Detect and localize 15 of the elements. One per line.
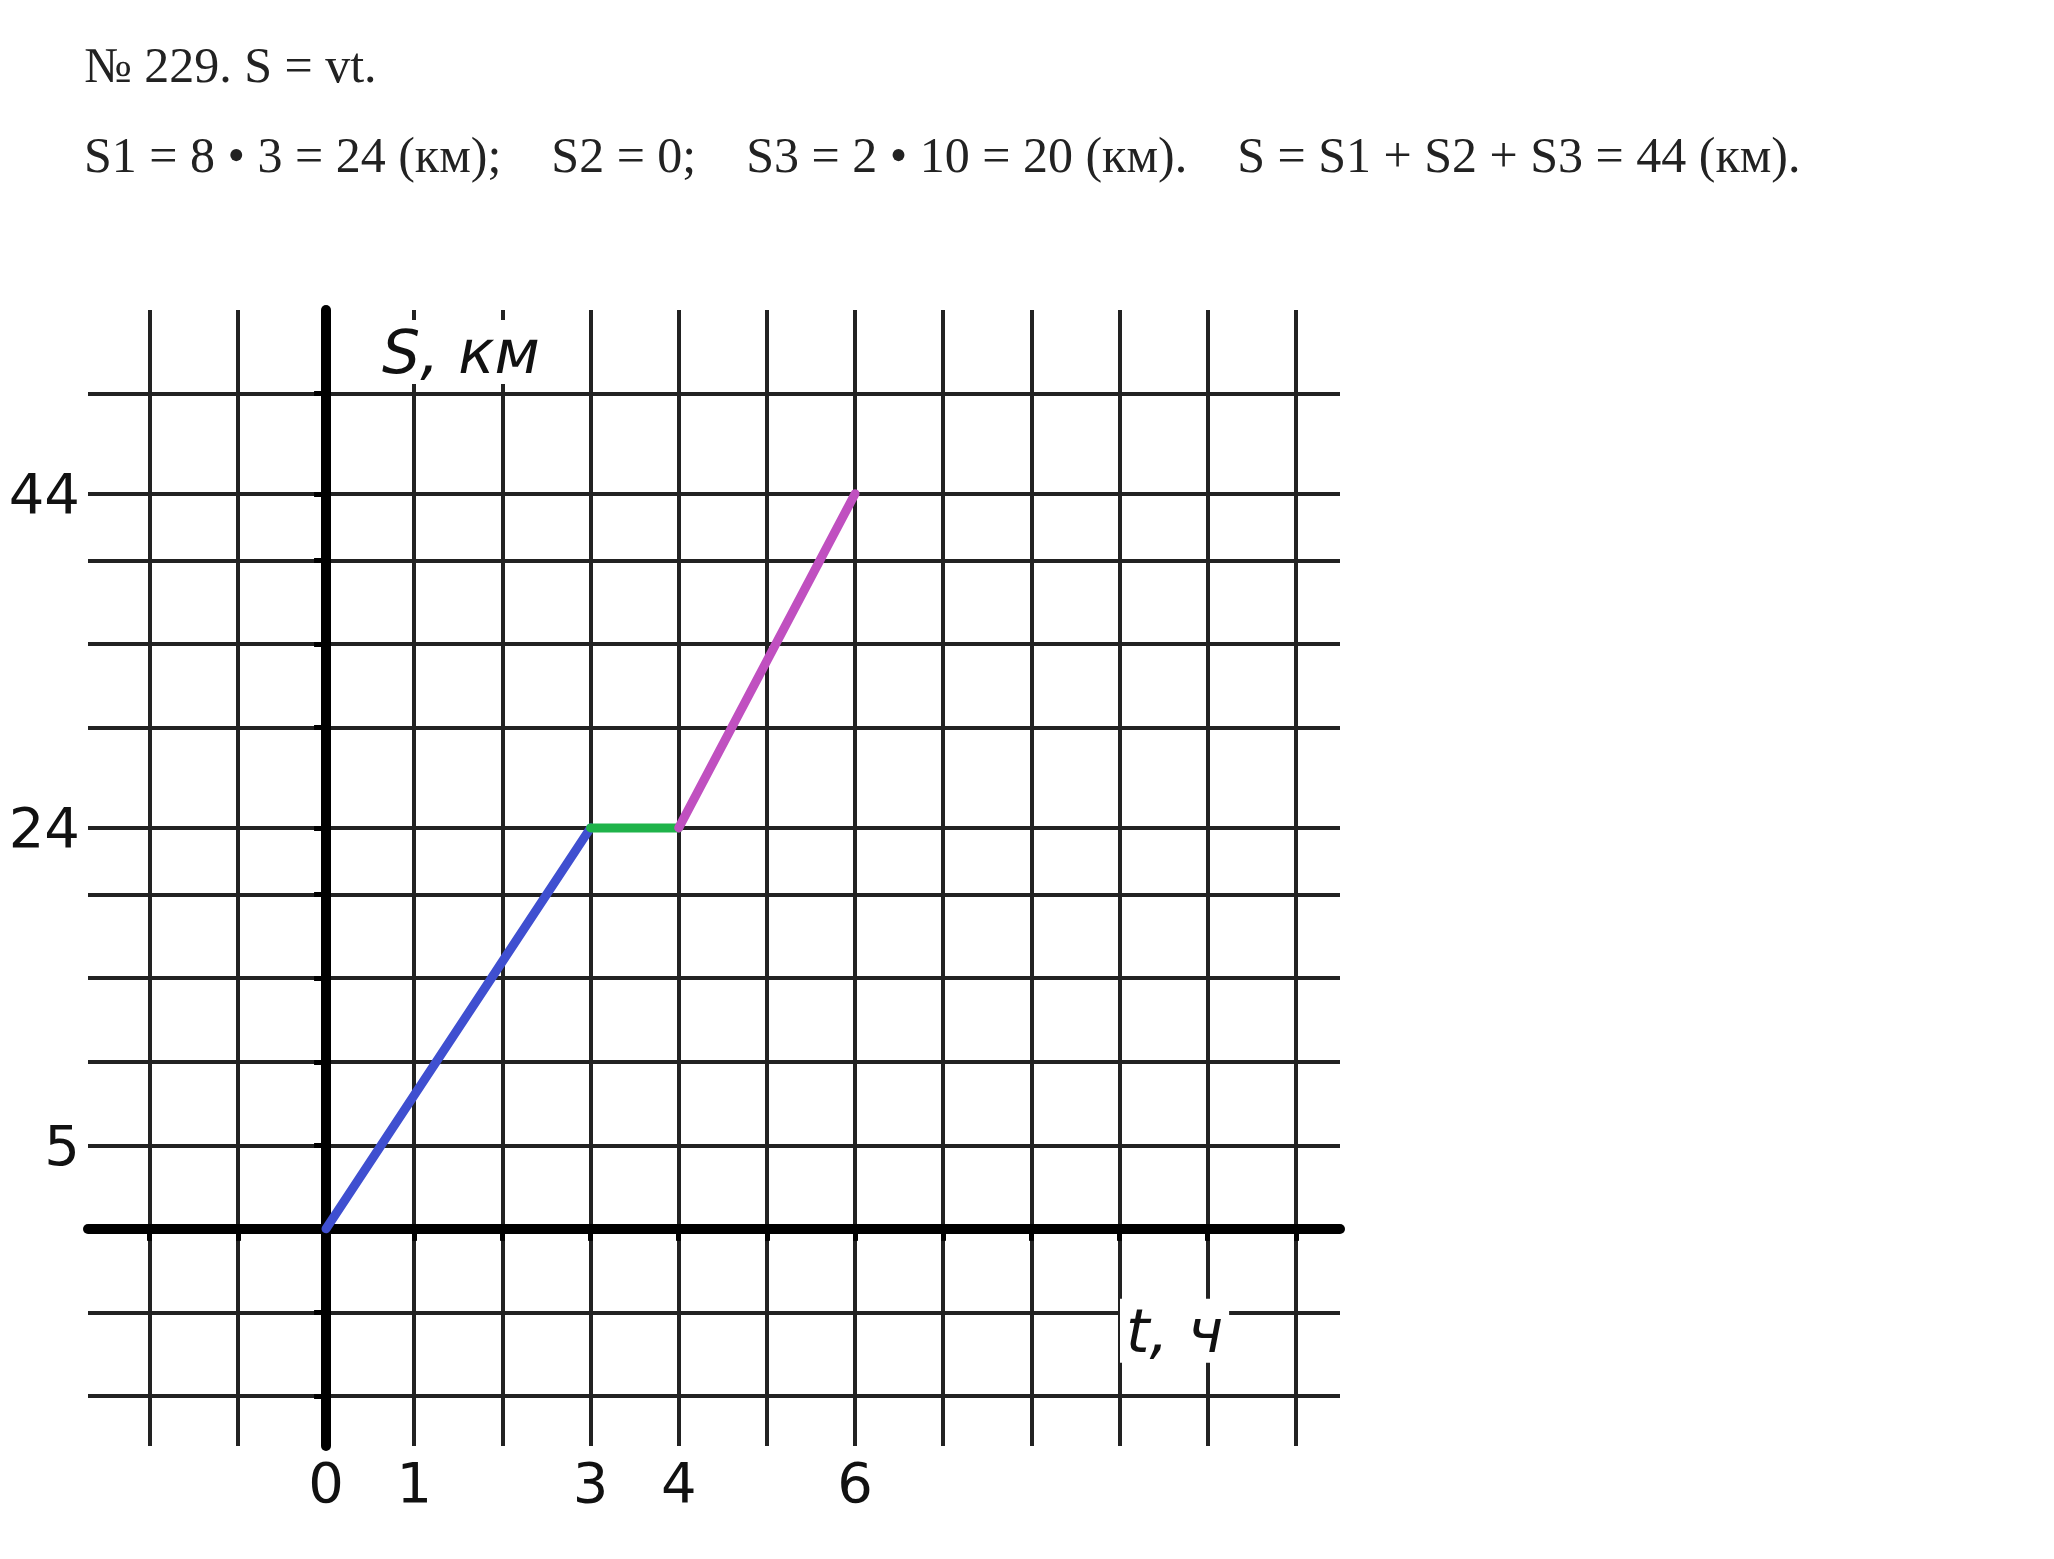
text: S = S1 + S2 + S3 = 44 (км). — [1237, 127, 1801, 183]
x-tick-label: 6 — [837, 1449, 873, 1515]
y-axis-title: S, км — [382, 317, 540, 387]
y-tick-label: 44 — [8, 461, 80, 527]
text: S3 = 2 • 10 = 20 (км). — [746, 127, 1188, 183]
x-tick-label: 0 — [308, 1449, 344, 1515]
text: S1 = 8 • 3 = 24 (км); — [84, 127, 502, 183]
x-tick-label: 4 — [660, 1449, 697, 1515]
x-tick-label: 3 — [572, 1449, 609, 1515]
y-tick-label: 24 — [8, 795, 80, 861]
x-axis-title: t, ч — [1126, 1295, 1224, 1366]
chart-title: № 229. S = vt. — [84, 36, 378, 95]
x-tick-label: 1 — [396, 1449, 433, 1515]
y-tick-label: 5 — [44, 1112, 80, 1178]
text: S2 = 0; — [551, 127, 697, 183]
